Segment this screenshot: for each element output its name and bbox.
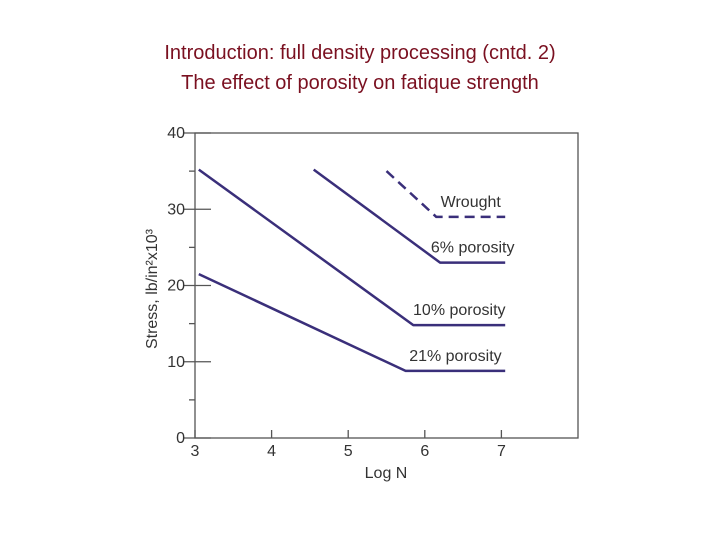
title-line-1: Introduction: full density processing (c… [164, 42, 556, 64]
y-tick-label: 20 [167, 278, 185, 295]
series-label-6pct-porosity: 6% porosity [431, 240, 515, 257]
x-tick-label: 4 [267, 443, 276, 460]
series-label-wrought: Wrought [441, 194, 502, 211]
y-tick-label: 40 [167, 125, 185, 142]
series-label-10pct-porosity: 10% porosity [413, 302, 506, 319]
x-tick-label: 6 [420, 443, 429, 460]
series-line-21pct-porosity [198, 272, 506, 373]
series-label-21pct-porosity: 21% porosity [409, 348, 502, 365]
y-tick-label: 10 [167, 354, 185, 371]
plot-frame [194, 132, 579, 439]
x-tick-label: 3 [191, 443, 200, 460]
x-axis-label: Log N [365, 465, 408, 482]
series-line-6pct-porosity [312, 168, 506, 264]
x-tick-label: 7 [497, 443, 506, 460]
y-axis-label: Stress, lb/in²x10³ [144, 228, 161, 349]
series-line-wrought [385, 170, 506, 219]
title-line-2: The effect of porosity on fatique streng… [181, 72, 539, 94]
x-tick-label: 5 [344, 443, 353, 460]
y-tick-label: 0 [176, 430, 185, 447]
series-line-10pct-porosity [198, 168, 506, 327]
y-tick-label: 30 [167, 201, 185, 218]
